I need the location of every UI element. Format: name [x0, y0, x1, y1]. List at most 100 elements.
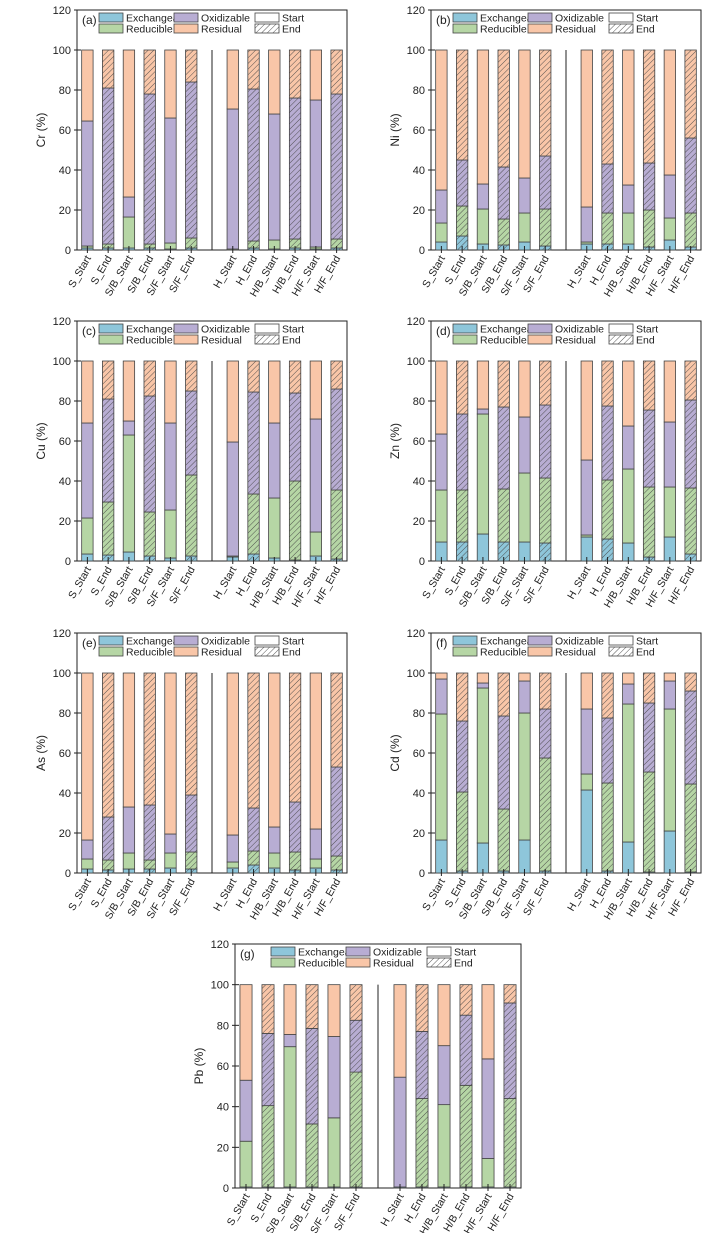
bar-segment-reducible — [622, 703, 635, 843]
bar-segment-oxidizable — [226, 108, 239, 250]
legend-swatch-oxidizable — [527, 12, 553, 23]
bar-segment-residual — [309, 49, 322, 101]
bar-hatch-oxidizable — [601, 164, 614, 213]
bar-hatch-reducible — [185, 238, 197, 248]
bar-segment-residual — [481, 984, 495, 1060]
bar-segment-oxidizable — [663, 421, 676, 488]
y-tick-label: 80 — [59, 708, 71, 720]
y-tick-label: 0 — [65, 245, 71, 257]
y-tick-label: 0 — [65, 868, 71, 880]
legend-label: Oxidizable — [555, 13, 604, 25]
legend-hatch — [255, 24, 279, 33]
legend-label: Reducible — [480, 647, 527, 659]
bar-segment-oxidizable — [81, 839, 94, 860]
legend-label: Oxidizable — [555, 324, 604, 336]
bar-segment-residual — [580, 672, 593, 710]
bar-segment-oxidizable — [164, 422, 177, 511]
bar-hatch-residual — [349, 984, 363, 1021]
bar-hatch-reducible — [643, 210, 655, 247]
bar-segment-residual — [164, 360, 177, 424]
bar-segment-residual — [663, 49, 676, 176]
bar-hatch-reducible — [497, 809, 510, 871]
bar-segment-exchangeable — [518, 839, 531, 874]
bar-hatch-reducible — [247, 494, 260, 554]
bar-segment-reducible — [622, 212, 635, 245]
bar-hatch-oxidizable — [185, 82, 197, 238]
bar-segment-oxidizable — [518, 416, 531, 474]
bar-hatch-reducible — [185, 852, 197, 869]
bar-segment-oxidizable — [81, 422, 94, 519]
bar-segment-reducible — [622, 468, 635, 544]
bar-segment-oxidizable — [327, 1036, 341, 1119]
bar-hatch-residual — [459, 984, 473, 1016]
bar-hatch-reducible — [497, 219, 510, 245]
bar-segment-reducible — [435, 222, 448, 243]
bar-hatch-residual — [643, 361, 655, 410]
bar-hatch-oxidizable — [459, 1015, 473, 1086]
bar-segment-oxidizable — [226, 834, 239, 863]
bar-hatch-residual — [684, 673, 697, 691]
y-tick-label: 60 — [413, 436, 425, 448]
bar-hatch-residual — [456, 673, 468, 721]
x-tick-label: H_Start — [565, 564, 593, 601]
legend-swatch-residual — [173, 646, 199, 657]
y-axis-label: Zn (%) — [388, 423, 402, 459]
y-tick-label: 20 — [59, 828, 71, 840]
bar-segment-residual — [476, 49, 490, 185]
y-tick-label: 80 — [59, 396, 71, 408]
bar-hatch-oxidizable — [539, 156, 551, 209]
legend-label: Start — [282, 324, 304, 336]
bar-hatch-oxidizable — [497, 167, 510, 219]
bar-hatch-oxidizable — [497, 716, 510, 809]
bar-segment-residual — [81, 360, 94, 424]
panel-label: (d) — [436, 324, 451, 338]
y-tick-label: 60 — [217, 1061, 229, 1073]
bar-segment-reducible — [122, 434, 136, 553]
bar-segment-reducible — [435, 713, 448, 841]
bar-hatch-reducible — [330, 856, 343, 870]
legend-label: Reducible — [480, 335, 527, 347]
bar-hatch-oxidizable — [289, 802, 301, 852]
bar-hatch-reducible — [456, 792, 468, 871]
bar-hatch-residual — [456, 50, 468, 160]
legend-hatch — [609, 335, 633, 344]
bar-hatch-residual — [247, 673, 260, 808]
bar-hatch-oxidizable — [143, 396, 156, 512]
legend-label: Start — [636, 636, 658, 648]
bar-hatch-residual — [330, 361, 343, 389]
y-tick-label: 0 — [419, 245, 425, 257]
x-tick-label: H_Start — [565, 253, 593, 290]
bar-segment-oxidizable — [283, 1034, 297, 1048]
bar-hatch-residual — [539, 361, 551, 405]
bar-hatch-residual — [643, 673, 655, 703]
legend-label: End — [454, 958, 473, 970]
bar-hatch-reducible — [601, 783, 614, 871]
x-tick-label: S_Start — [66, 253, 94, 289]
legend-swatch-exchangeable — [98, 635, 124, 646]
bar-segment-oxidizable — [580, 206, 593, 243]
bar-hatch-exchangeable — [456, 542, 468, 561]
bar-hatch-reducible — [497, 489, 510, 542]
y-tick-label: 100 — [211, 980, 229, 992]
bar-segment-reducible — [327, 1117, 341, 1188]
bar-hatch-residual — [102, 673, 114, 817]
y-tick-label: 100 — [407, 356, 425, 368]
legend-swatch-oxidizable — [345, 946, 371, 957]
bar-segment-residual — [226, 49, 239, 110]
bar-segment-residual — [122, 672, 136, 808]
y-tick-label: 80 — [413, 85, 425, 97]
bar-segment-residual — [164, 672, 177, 835]
bar-segment-residual — [622, 49, 635, 186]
bar-segment-oxidizable — [476, 408, 490, 415]
y-tick-label: 120 — [211, 939, 229, 951]
y-tick-label: 120 — [407, 628, 425, 640]
legend-swatch-oxidizable — [173, 12, 199, 23]
panel-label: (c) — [82, 324, 96, 338]
bar-segment-residual — [663, 672, 676, 682]
bar-segment-exchangeable — [622, 841, 635, 874]
bar-hatch-residual — [539, 50, 551, 156]
bar-hatch-oxidizable — [497, 407, 510, 489]
